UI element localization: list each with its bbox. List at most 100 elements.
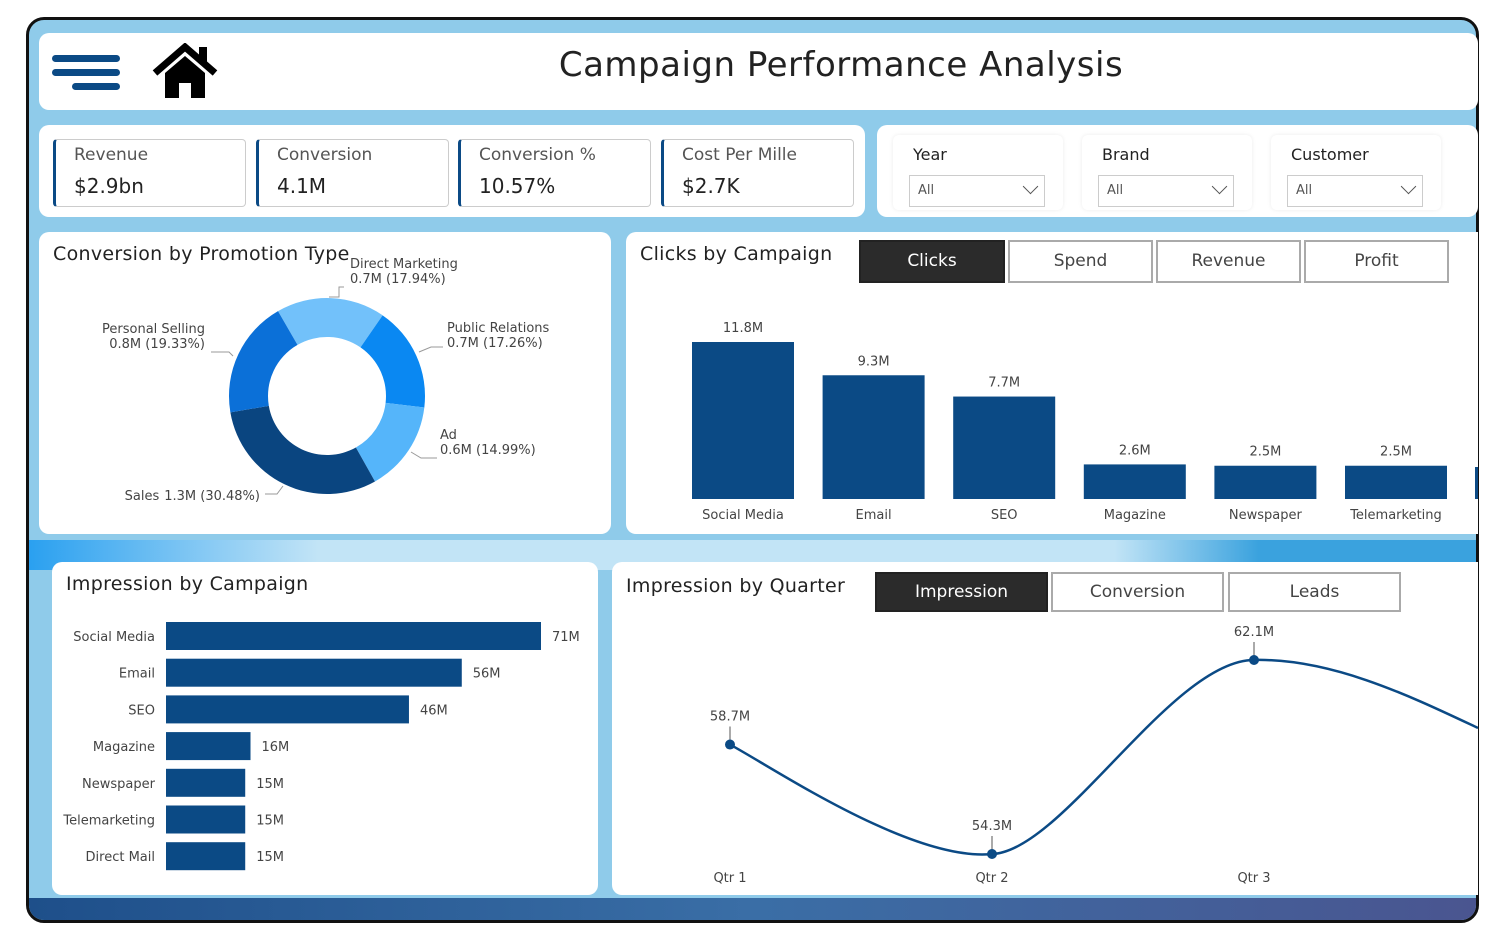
x-tick-label: SEO — [991, 508, 1018, 523]
data-label: 62.1M — [1234, 625, 1274, 640]
kpi-card-cpm: Cost Per Mille $2.7K — [661, 139, 854, 207]
bar — [166, 658, 462, 687]
y-tick-label: Social Media — [73, 630, 155, 645]
clicks-bar-chart: 11.8M Social Media 9.3M Email 7.7M SEO 2.6M Mag… — [692, 321, 1478, 523]
impression-campaign-panel: Impression by Campaign Social Media 71M Em… — [52, 562, 598, 895]
kpi-label: Conversion % — [479, 145, 596, 165]
slice-value: 0.8M (19.33%) — [109, 337, 205, 352]
data-label: 16M — [262, 740, 290, 755]
hamburger-icon[interactable] — [52, 53, 122, 93]
filter-brand: Brand All — [1082, 135, 1252, 210]
data-point — [1249, 655, 1259, 665]
bar — [166, 622, 541, 650]
kpi-label: Conversion — [277, 145, 373, 165]
bar — [166, 768, 246, 797]
data-label: 7.7M — [988, 376, 1020, 391]
x-tick-label: Qtr 3 — [1237, 871, 1270, 886]
x-tick-label: Telemarketing — [1349, 508, 1442, 523]
tab-profit[interactable]: Profit — [1304, 240, 1449, 283]
data-label: 56M — [473, 667, 501, 682]
bar — [1083, 464, 1186, 499]
x-tick-label: Newspaper — [1229, 508, 1303, 523]
x-tick-label: Qtr 1 — [713, 871, 746, 886]
background-footer-band — [29, 898, 1476, 920]
filter-year: Year All — [893, 135, 1063, 210]
header-bar: Campaign Performance Analysis — [39, 33, 1478, 110]
x-tick-label: Social Media — [702, 508, 784, 523]
y-tick-label: Email — [119, 667, 155, 682]
filter-label: Year — [913, 145, 947, 164]
y-tick-label: Direct Mail — [86, 850, 155, 865]
customer-dropdown[interactable]: All — [1287, 175, 1423, 207]
data-point — [987, 848, 997, 859]
page-title: Campaign Performance Analysis — [558, 45, 1124, 85]
bar — [166, 805, 246, 834]
bar — [166, 732, 251, 761]
data-label: 71M — [552, 630, 580, 645]
kpi-value: $2.7K — [682, 174, 740, 198]
filter-label: Brand — [1102, 145, 1150, 164]
kpi-value: $2.9bn — [74, 174, 144, 198]
data-label: 15M — [256, 850, 284, 865]
slice-value: 0.7M (17.26%) — [447, 336, 543, 351]
chevron-down-icon — [1022, 178, 1039, 195]
leader-line — [265, 485, 284, 495]
x-tick-label: Qtr 2 — [975, 871, 1008, 886]
leader-line — [418, 346, 443, 353]
donut-slice — [229, 311, 298, 413]
tab-revenue[interactable]: Revenue — [1156, 240, 1301, 283]
year-dropdown[interactable]: All — [909, 175, 1045, 207]
leader-line — [211, 351, 234, 357]
donut-slice — [360, 315, 425, 408]
tab-conversion[interactable]: Conversion — [1051, 572, 1224, 612]
impression-line-chart: 58.7M Qtr 1 54.3M Qtr 2 62.1M Qtr 3 — [710, 625, 1478, 886]
filter-customer: Customer All — [1271, 135, 1441, 210]
chevron-down-icon — [1211, 178, 1228, 195]
kpi-label: Revenue — [74, 145, 149, 165]
slice-value: 0.6M (14.99%) — [440, 443, 536, 458]
kpi-label: Cost Per Mille — [682, 145, 797, 165]
chart-title: Conversion by Promotion Type — [53, 243, 350, 265]
donut-slice — [355, 402, 425, 482]
slice-name: Ad — [440, 428, 457, 443]
filter-label: Customer — [1291, 145, 1369, 164]
dropdown-value: All — [1296, 183, 1313, 198]
y-tick-label: SEO — [128, 703, 155, 718]
bar — [166, 695, 409, 724]
data-label: 58.7M — [710, 710, 750, 725]
slice-label: Sales 1.3M (30.48%) — [125, 489, 260, 504]
bar — [1214, 465, 1317, 499]
slice-name: Public Relations — [447, 321, 550, 336]
data-label: 46M — [420, 703, 448, 718]
home-icon[interactable] — [151, 43, 219, 101]
tab-impression[interactable]: Impression — [875, 572, 1048, 612]
tab-spend[interactable]: Spend — [1008, 240, 1153, 283]
kpi-card-conversion-pct: Conversion % 10.57% — [458, 139, 651, 207]
slice-value: 1.3M (30.48%) — [164, 489, 260, 504]
slice-value: 0.7M (17.94%) — [350, 272, 446, 287]
y-tick-label: Telemarketing — [62, 814, 155, 829]
slice-name: Personal Selling — [102, 322, 205, 337]
data-label: 11.8M — [723, 321, 763, 336]
dropdown-value: All — [1107, 183, 1124, 198]
kpi-value: 10.57% — [479, 174, 556, 198]
data-label: 2.5M — [1249, 445, 1281, 460]
brand-dropdown[interactable]: All — [1098, 175, 1234, 207]
tab-clicks[interactable]: Clicks — [859, 240, 1005, 283]
kpi-card-revenue: Revenue $2.9bn — [53, 139, 246, 207]
data-label: 2.6M — [1119, 443, 1151, 458]
data-label: 54.3M — [972, 819, 1012, 834]
chevron-down-icon — [1400, 178, 1417, 195]
kpi-card-conversion: Conversion 4.1M — [256, 139, 449, 207]
data-label: 15M — [256, 777, 284, 792]
donut-panel: Conversion by Promotion Type Direct Mark… — [39, 232, 611, 534]
kpi-value: 4.1M — [277, 174, 327, 198]
bar — [822, 375, 925, 499]
tab-leads[interactable]: Leads — [1228, 572, 1401, 612]
leader-line — [410, 451, 437, 459]
y-tick-label: Magazine — [93, 740, 155, 755]
x-tick-label: Email — [856, 508, 892, 523]
x-tick-label: Magazine — [1104, 508, 1166, 523]
bar — [1345, 465, 1447, 499]
